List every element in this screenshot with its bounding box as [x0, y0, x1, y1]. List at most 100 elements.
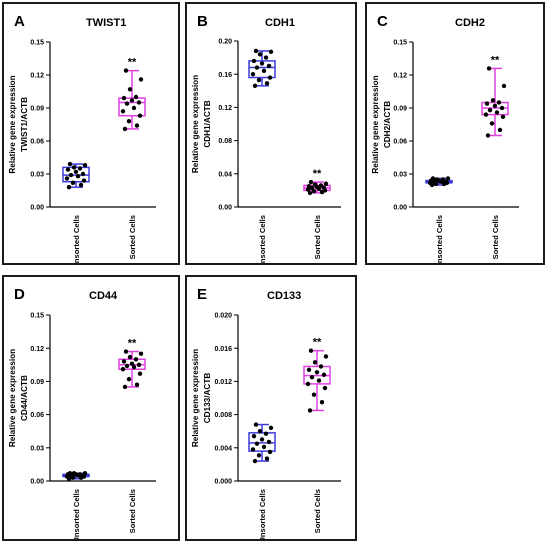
- sorted-data-point: [138, 351, 144, 356]
- x-category-label: Unsorted Cells: [435, 215, 444, 263]
- unsorted-data-point: [64, 176, 70, 181]
- sorted-data-point: [321, 372, 327, 377]
- sorted-data-point: [134, 123, 140, 128]
- unsorted-data-point: [73, 169, 79, 174]
- y-axis-label: TWIST1/ACTB: [20, 97, 29, 152]
- unsorted-data-point: [250, 72, 256, 77]
- unsorted-data-point: [445, 176, 451, 181]
- unsorted-data-point: [268, 49, 274, 54]
- significance-marker: **: [313, 168, 322, 180]
- unsorted-data-point: [430, 176, 436, 181]
- panel-letter: B: [197, 13, 208, 30]
- sorted-data-point: [312, 360, 318, 365]
- sorted-data-point: [308, 179, 314, 185]
- sorted-data-point: [321, 185, 327, 191]
- significance-marker: **: [128, 338, 137, 350]
- panel-cdh1: B CDH1 Relative gene expression CDH1/ACTB 0.…: [185, 2, 357, 265]
- unsorted-data-point: [261, 444, 267, 450]
- unsorted-data-point: [259, 61, 265, 66]
- unsorted-data-point: [257, 429, 263, 434]
- sorted-data-point: [133, 94, 139, 100]
- sorted-data-point: [122, 384, 128, 390]
- sorted-data-point: [120, 109, 126, 114]
- sorted-data-point: [484, 101, 490, 106]
- cd133-box-plot: E CD133 Relative gene expression CD133/ACTB…: [191, 286, 341, 539]
- sorted-data-point: [306, 184, 312, 189]
- unsorted-data-point: [263, 55, 269, 60]
- y-axis-label: Relative gene expression: [191, 75, 200, 173]
- unsorted-data-point: [68, 172, 74, 178]
- cdh1-box-plot: B CDH1 Relative gene expression CDH1/ACTB 0.…: [191, 13, 341, 263]
- y-tick-label: 0.08: [218, 138, 232, 145]
- y-axis-label: CD133/ACTB: [203, 373, 212, 424]
- twist1-title: TWIST1: [86, 17, 126, 29]
- y-tick-label: 0.03: [30, 445, 44, 452]
- unsorted-data-point: [267, 75, 273, 80]
- x-category-label: Unsorted Cells: [258, 215, 267, 263]
- unsorted-data-point: [251, 433, 257, 439]
- sorted-data-point: [318, 183, 324, 188]
- panel-letter: E: [197, 286, 207, 303]
- x-category-label: Sorted Cells: [313, 215, 322, 259]
- sorted-data-point: [129, 98, 135, 103]
- y-axis-label: CDH2/ACTB: [383, 101, 392, 148]
- sorted-data-point: [486, 66, 492, 71]
- y-tick-label: 0.06: [393, 139, 407, 146]
- unsorted-data-point: [263, 431, 269, 436]
- y-tick-label: 0.12: [393, 73, 407, 80]
- x-category-label: Sorted Cells: [128, 489, 137, 533]
- unsorted-data-point: [71, 165, 77, 170]
- unsorted-data-point: [80, 171, 86, 177]
- y-tick-label: 0.12: [30, 346, 44, 353]
- sorted-data-point: [492, 103, 498, 109]
- sorted-data-point: [323, 181, 329, 186]
- unsorted-data-point: [67, 161, 73, 167]
- panel-cd133: E CD133 Relative gene expression CD133/ACTB…: [185, 275, 357, 541]
- cdh1-title: CDH1: [265, 17, 295, 29]
- sorted-data-point: [307, 408, 313, 413]
- sorted-data-point: [124, 363, 130, 369]
- sorted-data-point: [311, 189, 317, 194]
- sorted-data-point: [133, 357, 139, 362]
- significance-marker: **: [313, 337, 322, 349]
- sorted-data-point: [318, 364, 324, 369]
- sorted-data-point: [319, 399, 325, 405]
- y-tick-label: 0.016: [214, 346, 232, 353]
- unsorted-data-point: [81, 178, 87, 183]
- unsorted-data-point: [82, 471, 88, 476]
- sorted-data-point: [123, 349, 129, 354]
- y-tick-label: 0.06: [30, 139, 44, 146]
- significance-marker: **: [491, 54, 500, 66]
- unsorted-data-point: [440, 177, 446, 182]
- y-axis-label: Relative gene expression: [8, 75, 17, 173]
- y-axis-label: Relative gene expression: [191, 349, 200, 447]
- y-tick-label: 0.15: [393, 40, 407, 47]
- unsorted-data-point: [264, 456, 270, 461]
- sorted-data-point: [308, 348, 314, 353]
- unsorted-data-point: [254, 65, 260, 70]
- unsorted-data-point: [259, 437, 265, 442]
- sorted-data-point: [500, 114, 506, 120]
- y-tick-label: 0.09: [393, 106, 407, 113]
- sorted-data-point: [314, 370, 320, 375]
- y-tick-label: 0.000: [214, 479, 232, 486]
- sorted-data-point: [316, 378, 322, 383]
- sorted-data-point: [127, 87, 133, 92]
- unsorted-data-point: [256, 77, 262, 83]
- sorted-data-point: [494, 110, 500, 115]
- cdh2-title: CDH2: [455, 17, 485, 29]
- sorted-data-point: [134, 382, 140, 387]
- sorted-data-point: [129, 361, 135, 366]
- sorted-data-point: [120, 367, 126, 372]
- sorted-data-point: [309, 375, 315, 380]
- sorted-data-point: [126, 119, 132, 124]
- sorted-data-point: [497, 127, 503, 133]
- x-category-label: Unsorted Cells: [72, 215, 81, 263]
- unsorted-data-point: [65, 167, 71, 172]
- sorted-data-point: [137, 371, 143, 376]
- sorted-data-point: [122, 126, 128, 132]
- y-tick-label: 0.15: [30, 313, 44, 320]
- x-category-label: Sorted Cells: [313, 489, 322, 533]
- y-tick-label: 0.12: [218, 105, 232, 112]
